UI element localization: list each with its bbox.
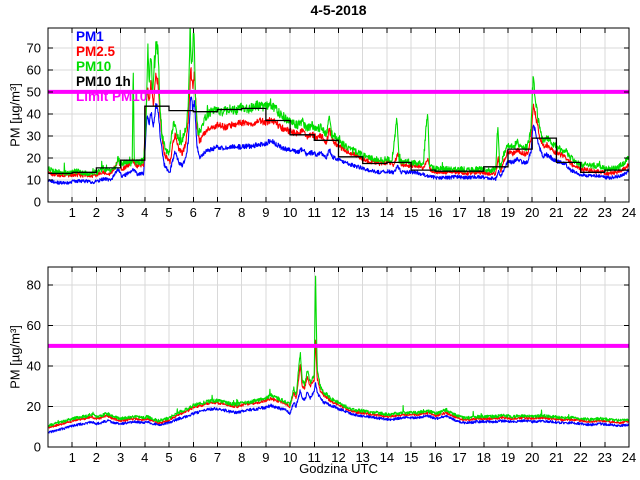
y-axis-label-top: PM [µg/m³]: [7, 83, 23, 147]
x-tick-label: 20: [525, 450, 539, 465]
y-tick-label: 70: [27, 40, 41, 55]
legend-item-pm25: PM2.5: [76, 44, 116, 59]
x-tick-label: 4: [141, 205, 148, 220]
x-tick-label: 13: [355, 450, 369, 465]
legend-item-pm1: PM1: [76, 29, 104, 44]
x-tick-label: 16: [428, 450, 442, 465]
legend-item-pm10: PM10: [76, 59, 112, 74]
legend: PM1 PM2.5 PM10 PM10 1h Limit PM10: [76, 29, 147, 104]
x-tick-label: 2: [93, 205, 100, 220]
x-axis-label: Godzina UTC: [299, 461, 378, 476]
x-tick-label: 19: [501, 450, 515, 465]
y-tick-label: 0: [34, 195, 41, 210]
legend-item-limit-pm10: Limit PM10: [76, 89, 148, 104]
x-tick-label: 6: [190, 450, 197, 465]
x-tick-label: 3: [117, 450, 124, 465]
x-tick-label: 12: [331, 205, 345, 220]
x-tick-label: 24: [622, 450, 636, 465]
legend-item-pm10-1h: PM10 1h: [76, 74, 131, 89]
x-tick-label: 18: [477, 205, 491, 220]
x-tick-label: 3: [117, 205, 124, 220]
x-tick-label: 7: [214, 450, 221, 465]
x-tick-label: 9: [262, 450, 269, 465]
x-tick-label: 14: [380, 450, 394, 465]
x-tick-label: 14: [380, 205, 394, 220]
x-tick-label: 12: [331, 450, 345, 465]
y-tick-label: 20: [27, 150, 41, 165]
x-tick-label: 2: [93, 450, 100, 465]
x-tick-label: 6: [190, 205, 197, 220]
x-tick-label: 20: [525, 205, 539, 220]
x-tick-label: 4: [141, 450, 148, 465]
x-tick-label: 23: [598, 205, 612, 220]
chart-title: 4-5-2018: [310, 2, 367, 18]
x-tick-label: 24: [622, 205, 636, 220]
x-tick-label: 16: [428, 205, 442, 220]
x-tick-label: 18: [477, 450, 491, 465]
x-tick-label: 13: [355, 205, 369, 220]
y-tick-label: 60: [27, 318, 41, 333]
x-tick-label: 9: [262, 205, 269, 220]
y-axis-label-bottom: PM [µg/m³]: [7, 325, 23, 389]
x-tick-label: 17: [452, 450, 466, 465]
x-tick-label: 8: [238, 205, 245, 220]
x-tick-label: 5: [165, 205, 172, 220]
x-tick-label: 15: [404, 450, 418, 465]
x-tick-label: 22: [573, 205, 587, 220]
x-tick-label: 23: [598, 450, 612, 465]
x-tick-label: 1: [69, 205, 76, 220]
y-tick-label: 40: [27, 106, 41, 121]
x-tick-label: 7: [214, 205, 221, 220]
y-tick-label: 0: [34, 440, 41, 455]
y-tick-label: 80: [27, 278, 41, 293]
y-tick-label: 10: [27, 173, 41, 188]
x-tick-label: 5: [165, 450, 172, 465]
x-tick-label: 8: [238, 450, 245, 465]
x-tick-label: 21: [549, 450, 563, 465]
x-tick-label: 1: [69, 450, 76, 465]
x-tick-label: 17: [452, 205, 466, 220]
x-tick-label: 15: [404, 205, 418, 220]
x-tick-label: 10: [283, 205, 297, 220]
x-tick-label: 10: [283, 450, 297, 465]
y-tick-label: 40: [27, 359, 41, 374]
x-tick-label: 11: [308, 450, 322, 465]
y-tick-label: 20: [27, 399, 41, 414]
x-tick-label: 22: [573, 450, 587, 465]
y-tick-label: 60: [27, 62, 41, 77]
y-tick-label: 30: [27, 128, 41, 143]
x-tick-label: 21: [549, 205, 563, 220]
y-tick-label: 50: [27, 84, 41, 99]
x-tick-label: 11: [308, 205, 322, 220]
x-tick-label: 19: [501, 205, 515, 220]
